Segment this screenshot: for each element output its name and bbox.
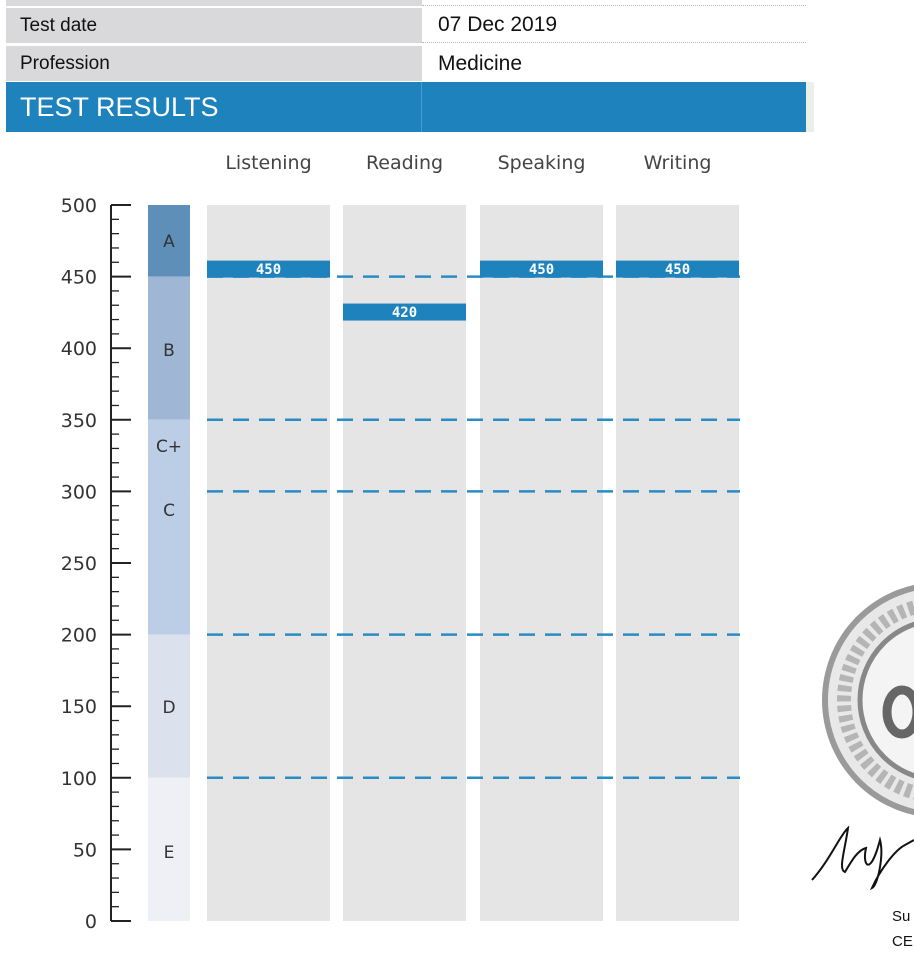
grade-band-b: [148, 276, 190, 420]
grade-label-c: C: [163, 501, 175, 521]
header-edge: [806, 82, 814, 132]
score-label-writing: 450: [665, 262, 690, 278]
score-bar-reading: [343, 303, 466, 321]
profession-value: Medicine: [438, 51, 523, 75]
y-tick-label: 250: [61, 553, 97, 575]
y-tick-label: 50: [73, 839, 97, 861]
column-reading: [343, 205, 466, 921]
score-label-speaking: 450: [529, 262, 554, 278]
y-tick-label: 100: [61, 768, 97, 790]
grade-label-a: A: [163, 232, 175, 252]
signatory-title: CE: [892, 933, 913, 950]
y-tick-label: 300: [61, 481, 97, 503]
y-tick-label: 400: [61, 338, 97, 360]
grade-band-d: [148, 634, 190, 778]
column-label-writing: Writing: [644, 152, 712, 174]
score-bar-writing: [616, 260, 739, 278]
detail-row-profession: Profession Medicine: [6, 46, 806, 81]
y-tick-label: 0: [85, 911, 97, 933]
score-label-reading: 420: [392, 305, 417, 321]
y-tick-label: 150: [61, 696, 97, 718]
grade-band-a: [148, 205, 190, 277]
detail-row-cut: [6, 0, 806, 6]
test-date-value: 07 Dec 2019: [422, 8, 806, 43]
profession-label: Profession: [6, 46, 422, 81]
y-tick-label: 200: [61, 625, 97, 647]
score-bar-listening: [207, 260, 330, 278]
signatory-name: Su: [892, 908, 911, 925]
column-label-listening: Listening: [225, 152, 311, 174]
column-listening: [207, 205, 330, 921]
grade-label-c-plus: C+: [156, 437, 182, 457]
grade-label-e: E: [164, 843, 175, 863]
grade-band-c: [148, 419, 190, 635]
y-tick-label: 500: [61, 195, 97, 217]
grade-label-b: B: [163, 341, 175, 361]
detail-row-test-date: Test date 07 Dec 2019: [6, 8, 806, 43]
y-tick-label: 350: [61, 410, 97, 432]
test-date-label: Test date: [6, 8, 422, 43]
score-bar-speaking: [480, 260, 603, 278]
column-label-reading: Reading: [366, 152, 443, 174]
section-title: TEST RESULTS: [6, 82, 422, 132]
grade-label-d: D: [162, 698, 175, 718]
y-tick-label: 450: [61, 267, 97, 289]
column-writing: [616, 205, 739, 921]
score-label-listening: 450: [256, 262, 281, 278]
grade-band-e: [148, 777, 190, 921]
column-label-speaking: Speaking: [498, 152, 586, 174]
column-speaking: [480, 205, 603, 921]
section-header: TEST RESULTS: [6, 82, 806, 132]
